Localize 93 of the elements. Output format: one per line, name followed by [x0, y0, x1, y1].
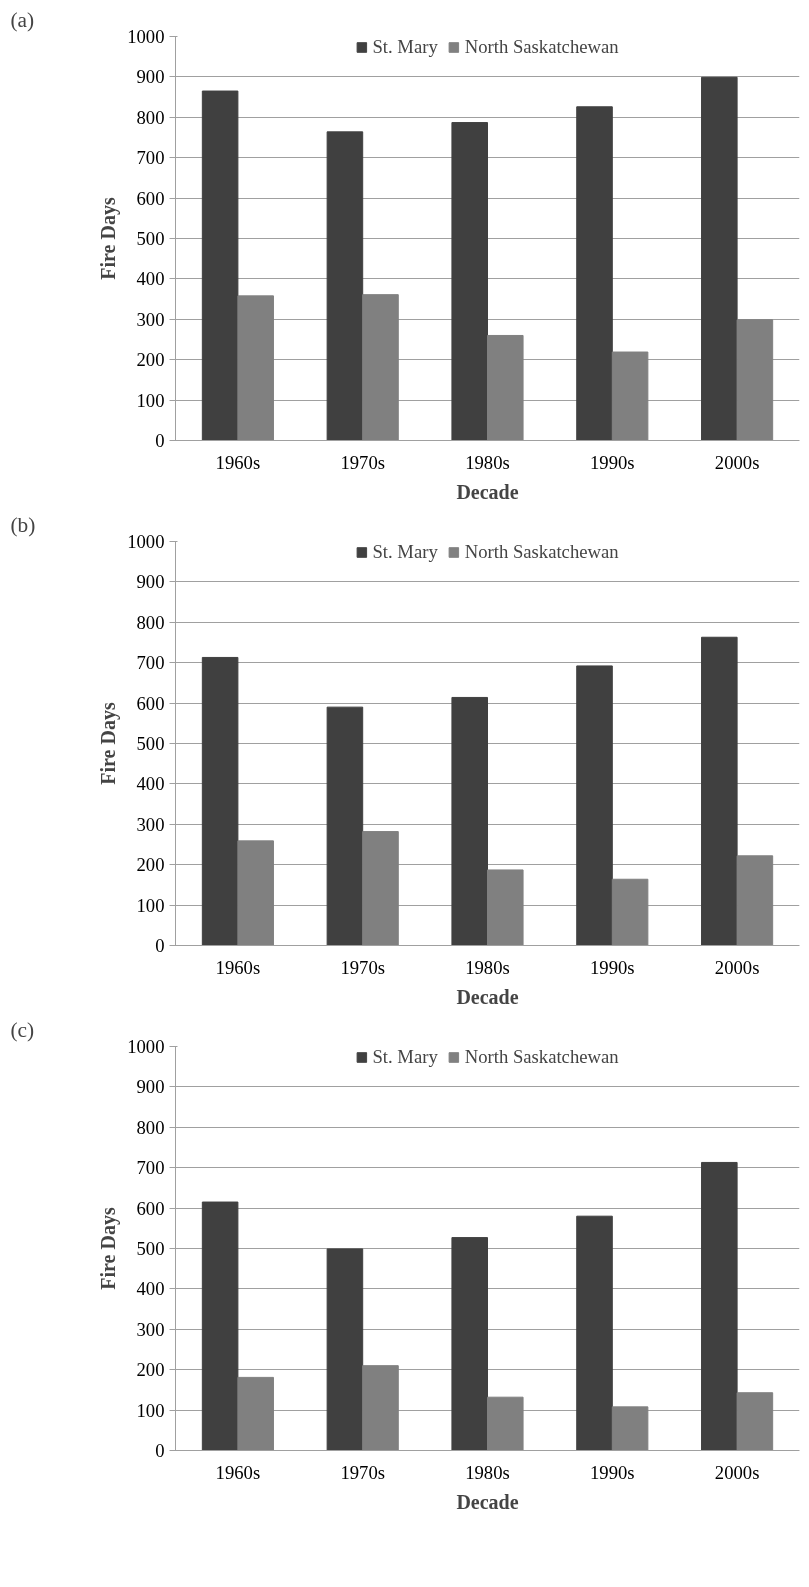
y-tick-label: 700 — [136, 652, 165, 674]
bar — [326, 131, 364, 441]
x-tick-label: 1970s — [340, 451, 385, 473]
x-tick-label: 2000s — [714, 451, 760, 473]
y-tick-label: 500 — [136, 1238, 165, 1259]
y-tick-label: 400 — [136, 268, 165, 290]
bar — [451, 696, 488, 946]
y-tick-label: 800 — [136, 1116, 165, 1138]
y-tick-label: 600 — [136, 187, 165, 209]
y-tick-label: 400 — [136, 1278, 165, 1300]
bar — [611, 351, 649, 441]
bar — [736, 855, 774, 946]
y-tick-label: 700 — [136, 147, 165, 169]
x-tick-label: 1960s — [215, 451, 261, 473]
bar — [326, 706, 364, 946]
x-axis-title: Decade — [456, 1490, 519, 1513]
text: (c) — [10, 1017, 35, 1042]
y-tick-label: 500 — [136, 733, 165, 754]
x-tick-label: 1970s — [340, 1461, 385, 1483]
x-tick-label: 1990s — [590, 956, 635, 978]
bar — [201, 656, 239, 946]
y-axis-title: Fire Days — [97, 197, 121, 280]
y-tick-label: 100 — [136, 389, 165, 411]
y-tick-label: 0 — [155, 1440, 165, 1461]
y-tick-label: 400 — [136, 773, 165, 795]
legend-label: North Saskatchewan — [464, 1046, 619, 1068]
x-tick-label: 2000s — [714, 1461, 760, 1483]
bar — [451, 122, 488, 441]
y-tick-label: 600 — [136, 1197, 165, 1219]
y-tick-label: 1000 — [127, 531, 165, 552]
x-tick-label: 1980s — [465, 1461, 510, 1483]
legend-label: St. Mary — [372, 541, 438, 563]
bar — [237, 840, 274, 946]
y-tick-label: 500 — [136, 228, 165, 249]
y-tick-label: 800 — [136, 611, 165, 633]
bar — [201, 1201, 239, 1451]
bar — [237, 295, 274, 441]
y-tick-label: 100 — [136, 1399, 165, 1421]
y-tick-label: 300 — [136, 1318, 165, 1340]
bar — [362, 831, 399, 946]
bar — [487, 334, 524, 441]
bar — [576, 106, 613, 441]
bar — [201, 90, 239, 441]
legend-label: North Saskatchewan — [464, 36, 619, 58]
y-tick-label: 200 — [136, 854, 165, 876]
bar — [576, 665, 613, 946]
bar — [237, 1376, 274, 1451]
y-tick-label: 900 — [136, 66, 165, 88]
x-axis-title: Decade — [456, 480, 519, 503]
y-tick-label: 100 — [136, 894, 165, 916]
bar — [701, 76, 738, 441]
y-tick-label: 800 — [136, 106, 165, 128]
bar — [362, 294, 399, 441]
y-tick-label: 1000 — [127, 1036, 165, 1057]
bar — [451, 1237, 488, 1451]
y-tick-label: 300 — [136, 813, 165, 835]
x-tick-label: 1960s — [215, 956, 261, 978]
bar — [326, 1248, 364, 1451]
y-tick-label: 900 — [136, 571, 165, 593]
x-tick-label: 1980s — [465, 956, 510, 978]
bar — [701, 1161, 738, 1451]
bar — [487, 1396, 524, 1451]
text: (b) — [10, 512, 36, 537]
bar — [701, 636, 738, 946]
bar — [576, 1215, 613, 1451]
x-tick-label: 1970s — [340, 956, 385, 978]
y-tick-label: 300 — [136, 308, 165, 330]
x-tick-label: 1980s — [465, 451, 510, 473]
y-tick-label: 900 — [136, 1076, 165, 1098]
bar — [736, 1392, 774, 1451]
y-tick-label: 600 — [136, 692, 165, 714]
bar — [487, 869, 524, 946]
bar — [362, 1365, 399, 1451]
x-tick-label: 1990s — [590, 1461, 635, 1483]
x-axis-title: Decade — [456, 985, 519, 1008]
y-tick-label: 0 — [155, 430, 165, 451]
y-axis-title: Fire Days — [97, 702, 121, 785]
legend-label: St. Mary — [372, 36, 438, 58]
legend-label: St. Mary — [372, 1046, 438, 1068]
bar — [611, 878, 649, 946]
y-axis-title: Fire Days — [97, 1207, 121, 1290]
y-tick-label: 200 — [136, 349, 165, 371]
x-tick-label: 2000s — [714, 956, 760, 978]
bar — [736, 319, 774, 441]
bar — [611, 1406, 649, 1451]
y-tick-label: 200 — [136, 1359, 165, 1381]
legend-label: North Saskatchewan — [464, 541, 619, 563]
y-tick-label: 700 — [136, 1157, 165, 1179]
text: (a) — [10, 7, 35, 32]
y-tick-label: 0 — [155, 935, 165, 956]
x-tick-label: 1990s — [590, 451, 635, 473]
y-tick-label: 1000 — [127, 26, 165, 47]
x-tick-label: 1960s — [215, 1461, 261, 1483]
